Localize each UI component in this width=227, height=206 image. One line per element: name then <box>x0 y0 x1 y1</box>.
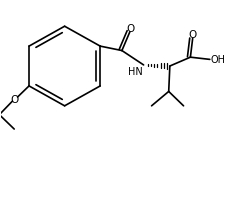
Text: O: O <box>188 30 196 40</box>
Text: HN: HN <box>127 67 142 77</box>
Text: O: O <box>126 24 134 34</box>
Text: O: O <box>10 95 19 104</box>
Text: OH: OH <box>210 55 225 65</box>
